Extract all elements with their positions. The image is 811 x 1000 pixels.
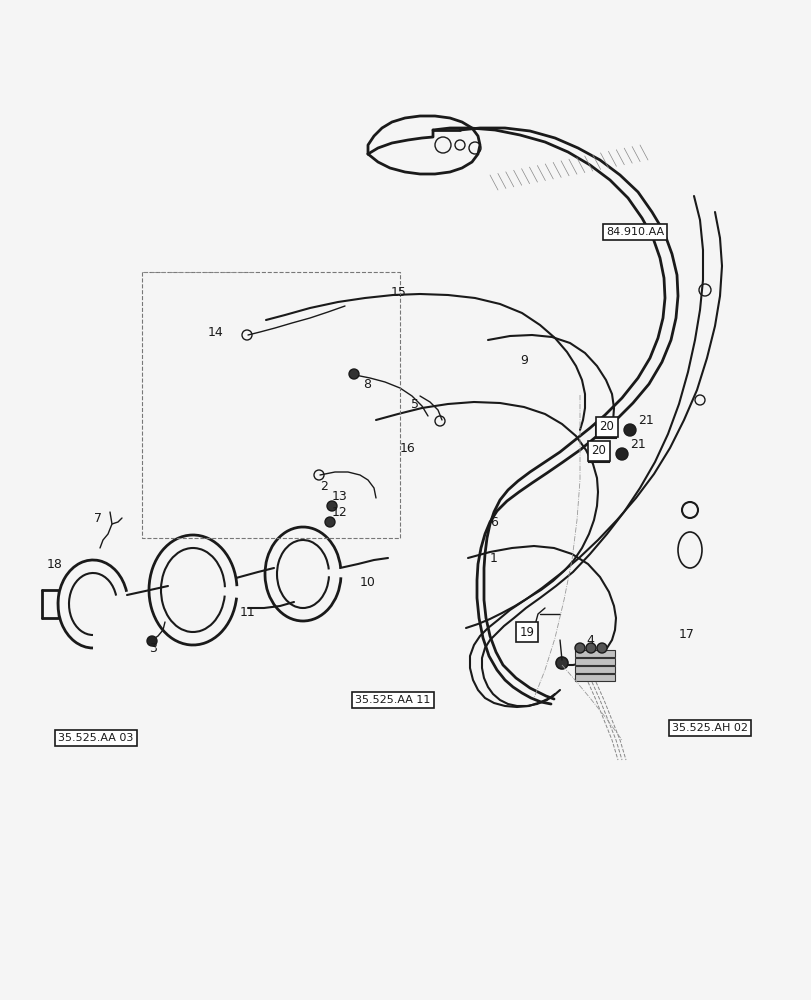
Text: 20: 20 (591, 444, 606, 458)
Text: 8: 8 (363, 378, 371, 391)
Text: 21: 21 (629, 438, 645, 450)
Bar (574, 658, 614, 665)
Circle shape (324, 517, 335, 527)
Circle shape (616, 448, 627, 460)
Text: 10: 10 (359, 576, 375, 589)
Bar (588, 447, 608, 462)
Text: 9: 9 (519, 354, 527, 366)
Circle shape (349, 369, 358, 379)
Text: 35.525.AH 02: 35.525.AH 02 (672, 723, 747, 733)
Text: 35.525.AA 03: 35.525.AA 03 (58, 733, 134, 743)
Bar (574, 674, 614, 681)
Text: 17: 17 (678, 628, 694, 641)
Text: 13: 13 (332, 489, 347, 502)
Text: 14: 14 (208, 326, 224, 340)
Text: 11: 11 (240, 605, 255, 618)
Text: 35.525.AA 11: 35.525.AA 11 (355, 695, 430, 705)
Text: 5: 5 (410, 398, 418, 412)
Text: 16: 16 (400, 442, 415, 454)
Text: 1: 1 (490, 552, 497, 564)
Circle shape (327, 501, 337, 511)
Text: 18: 18 (47, 558, 63, 572)
Bar (574, 666, 614, 673)
Text: 3: 3 (149, 643, 157, 656)
Text: 20: 20 (599, 420, 614, 434)
Text: 12: 12 (332, 506, 347, 518)
Text: 21: 21 (637, 414, 653, 426)
Circle shape (147, 636, 157, 646)
Bar (595, 423, 616, 438)
Text: 4: 4 (586, 634, 593, 647)
Text: 15: 15 (391, 286, 406, 298)
Text: 2: 2 (320, 481, 328, 493)
Circle shape (623, 424, 635, 436)
Circle shape (574, 643, 584, 653)
Circle shape (556, 657, 568, 669)
Circle shape (596, 643, 607, 653)
Text: 6: 6 (490, 516, 497, 530)
Text: 7: 7 (94, 512, 102, 524)
Text: 84.910.AA: 84.910.AA (605, 227, 663, 237)
Circle shape (586, 643, 595, 653)
Text: 19: 19 (519, 626, 534, 639)
Bar (574, 650, 614, 657)
